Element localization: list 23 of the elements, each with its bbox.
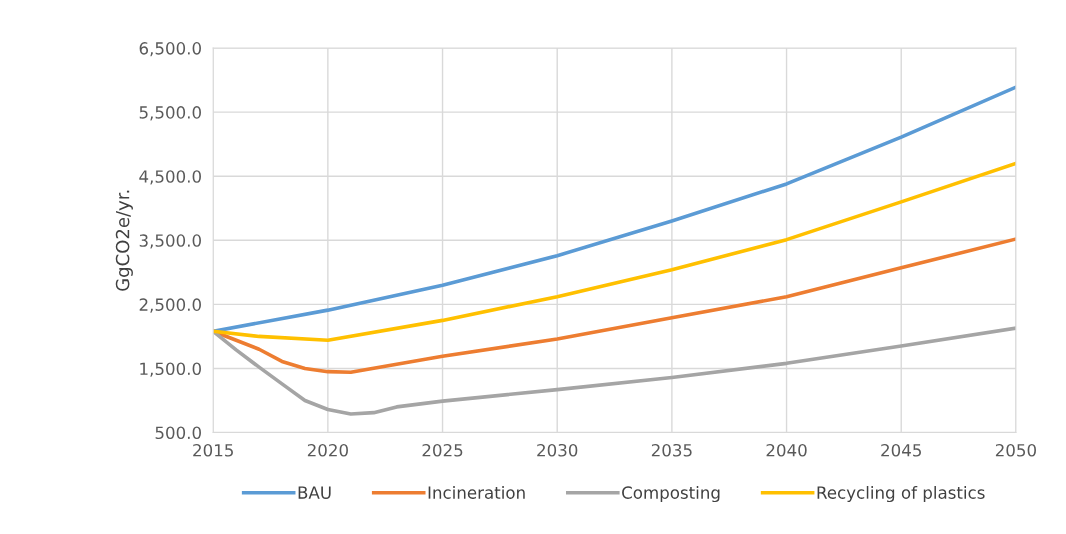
x-tick-label: 2030 bbox=[537, 443, 578, 457]
y-tick-label: 500.0 bbox=[155, 426, 201, 440]
line-series bbox=[213, 161, 1016, 343]
y-tick-label: 1,500.0 bbox=[140, 362, 201, 377]
y-tick-label: 6,500.0 bbox=[139, 42, 201, 57]
legend-label: Recycling of plastics bbox=[817, 485, 985, 503]
legend-label: Composting bbox=[622, 485, 720, 503]
x-tick-label: 2050 bbox=[995, 443, 1036, 457]
x-tick-label: 2020 bbox=[307, 443, 348, 457]
y-tick-label: 2,500.0 bbox=[139, 298, 201, 313]
legend-label: BAU bbox=[298, 486, 331, 499]
x-tick-label: 2040 bbox=[766, 443, 807, 457]
x-tick-label: 2035 bbox=[651, 443, 692, 457]
y-axis-title: GgCO2e/yr. bbox=[115, 190, 133, 291]
line-series bbox=[213, 85, 1016, 334]
y-tick-label: 5,500.0 bbox=[139, 106, 201, 121]
x-tick-label: 2025 bbox=[422, 443, 463, 457]
y-tick-label: 3,500.0 bbox=[139, 234, 201, 249]
y-tick-label: 4,500.0 bbox=[139, 170, 201, 185]
x-tick-label: 2045 bbox=[881, 443, 921, 457]
line-series bbox=[213, 326, 1016, 416]
legend-label: Incineration bbox=[428, 485, 525, 499]
x-tick-label: 2015 bbox=[193, 443, 233, 457]
